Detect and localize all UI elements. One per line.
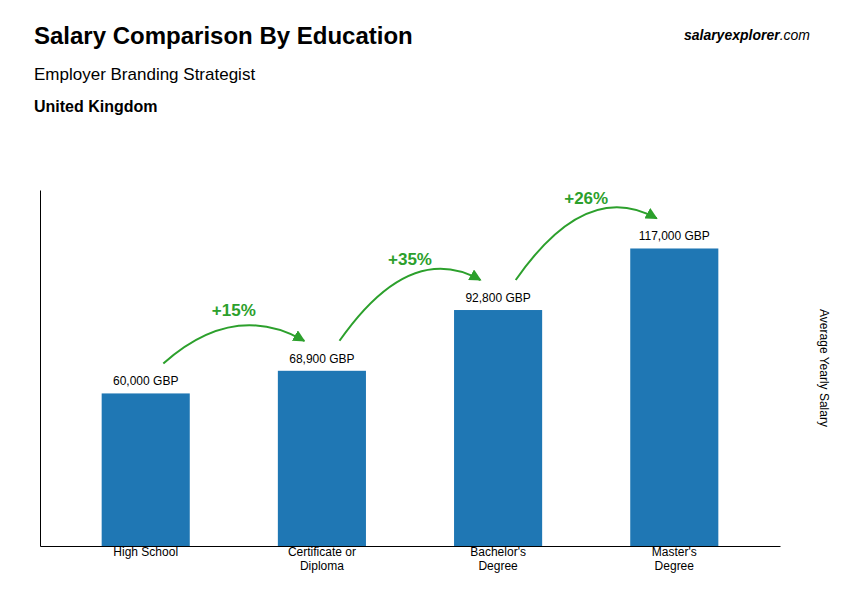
title: Salary Comparison By Education	[34, 22, 413, 49]
data-label: 68,900 GBP	[289, 352, 354, 366]
country: United Kingdom	[34, 98, 158, 115]
data-labels: 60,000 GBP 68,900 GBP 92,800 GBP 117,000 GB…	[113, 229, 710, 388]
x-tick-label-line: Degree	[478, 559, 518, 573]
data-label: 117,000 GBP	[639, 229, 710, 243]
chart-svg: Salary Comparison By Education Employer B…	[0, 0, 850, 606]
x-tick: High School	[113, 545, 178, 559]
x-tick-label: Certificate orDiploma	[288, 545, 356, 573]
bar	[630, 248, 718, 546]
change-arrow	[163, 325, 304, 363]
bar	[102, 393, 190, 546]
x-tick-label-line: Master's	[652, 545, 697, 559]
data-label: 60,000 GBP	[113, 374, 178, 388]
x-axis: High School Certificate orDiploma Bachelor…	[41, 545, 781, 573]
bar	[278, 371, 366, 546]
x-tick-label: High School	[113, 545, 178, 559]
x-tick: Bachelor'sDegree	[470, 545, 526, 573]
y-axis	[40, 191, 41, 547]
x-tick: Certificate orDiploma	[288, 545, 356, 573]
change-label: +26%	[564, 189, 608, 208]
y-axis-title: Average Yearly Salary	[817, 309, 831, 427]
logo-part: .com	[780, 27, 811, 43]
x-tick-label-line: High School	[113, 545, 178, 559]
change-arrow	[340, 269, 481, 341]
x-tick-label-line: Degree	[655, 559, 695, 573]
x-tick: Master'sDegree	[652, 545, 697, 573]
x-tick-label-line: Diploma	[300, 559, 344, 573]
bar	[454, 310, 542, 546]
change-label: +15%	[212, 301, 256, 320]
y-axis-line	[40, 191, 41, 547]
x-tick-label-line: Bachelor's	[470, 545, 526, 559]
plot-area	[102, 248, 719, 546]
change-arrow	[516, 207, 657, 280]
x-tick-label: Master'sDegree	[652, 545, 697, 573]
logo-part: salary	[684, 27, 726, 43]
x-tick-label: Bachelor'sDegree	[470, 545, 526, 573]
logo: salaryexplorer.com	[684, 27, 810, 43]
change-annotations: +15% +35% +26%	[163, 189, 656, 364]
chart-container: Salary Comparison By Education Employer B…	[0, 0, 850, 606]
x-tick-label-line: Certificate or	[288, 545, 356, 559]
logo-part: explorer	[724, 27, 781, 43]
subtitle: Employer Branding Strategist	[34, 65, 255, 84]
change-label: +35%	[388, 250, 432, 269]
data-label: 92,800 GBP	[465, 291, 530, 305]
